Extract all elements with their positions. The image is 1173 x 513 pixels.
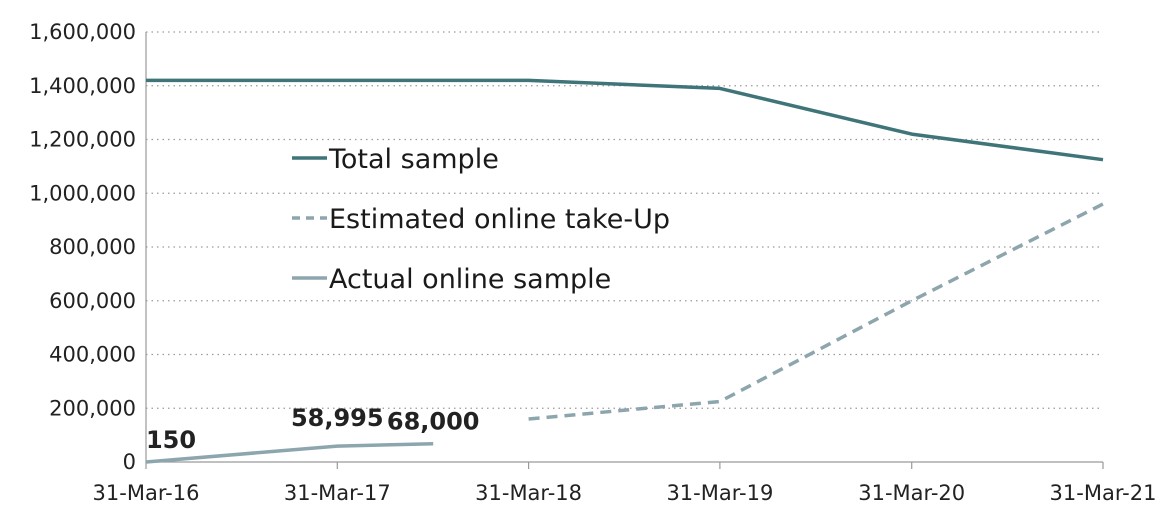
y-tick-label: 0 [123,450,136,474]
x-tick-label: 31-Mar-19 [666,481,773,505]
legend-label: Total sample [328,144,499,175]
y-tick-label: 200,000 [49,396,136,420]
x-tick-label: 31-Mar-21 [1050,481,1157,505]
y-tick-label: 1,400,000 [29,74,136,98]
series-line-total-sample [146,78,1104,162]
legend-label: Actual online sample [329,264,611,295]
legend: Total sample Estimated online take-Up Actu… [292,144,670,295]
y-tick-label: 1,000,000 [29,181,136,205]
y-tick-label: 400,000 [49,343,136,367]
x-tick-label: 31-Mar-17 [284,481,391,505]
series-lines [145,78,1104,464]
series-line-actual-online-sample [145,441,434,464]
data-label: 150 [146,426,196,454]
y-tick-label: 800,000 [49,235,136,259]
y-tick-label: 1,600,000 [29,20,136,44]
series-line-estimated-online-take-up [528,202,1104,421]
x-tick-label: 31-Mar-20 [858,481,965,505]
gridlines [146,31,1103,409]
data-label: 68,000 [387,408,480,436]
data-label: 58,995 [291,404,384,432]
x-tick-label: 31-Mar-18 [475,481,582,505]
data-labels: 150 58,995 68,000 [146,404,480,454]
axes: 0 200,000 400,000 600,000 800,000 1,000,000 1,… [29,20,1156,505]
y-tick-label: 1,200,000 [29,128,136,152]
x-tick-label: 31-Mar-16 [93,481,200,505]
legend-label: Estimated online take-Up [329,204,670,235]
y-tick-label: 600,000 [49,289,136,313]
